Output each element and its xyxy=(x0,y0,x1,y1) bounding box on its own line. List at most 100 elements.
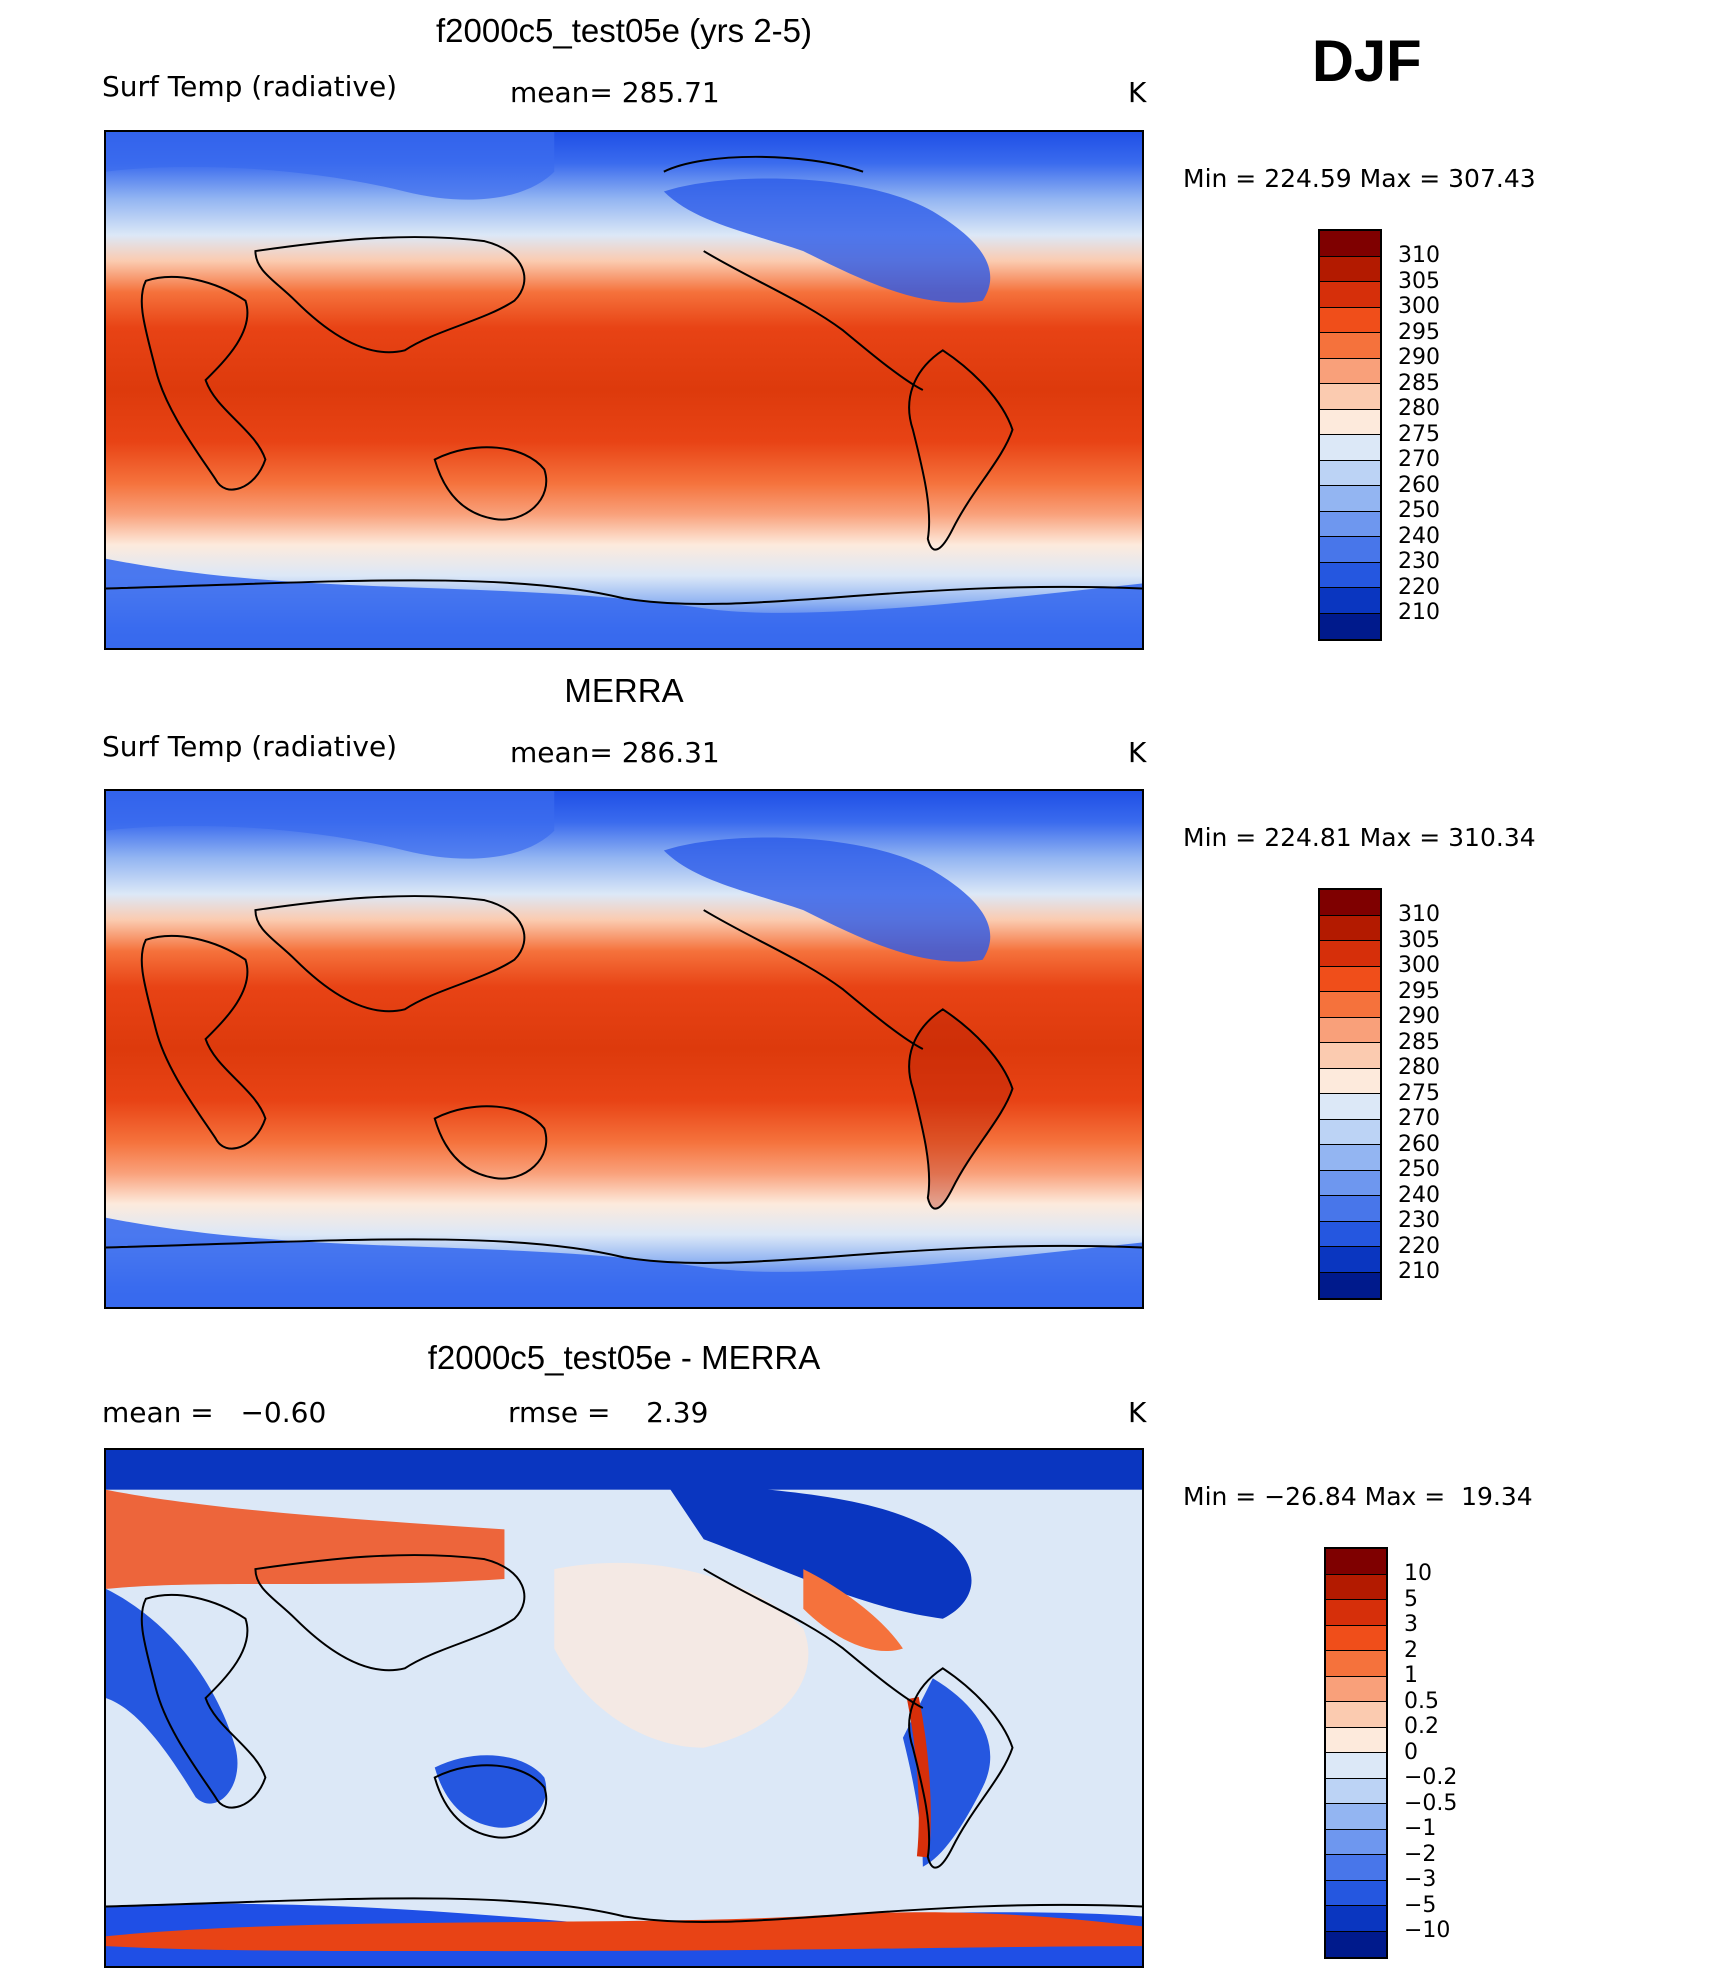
panel3-colorbar xyxy=(1324,1547,1388,1959)
colorbar-swatch xyxy=(1326,1804,1386,1830)
colorbar-tick-label: 290 xyxy=(1398,1004,1440,1029)
colorbar-swatch xyxy=(1320,511,1380,537)
colorbar-swatch xyxy=(1320,1247,1380,1273)
colorbar-swatch xyxy=(1326,1625,1386,1651)
colorbar-tick-label: 220 xyxy=(1398,574,1440,600)
colorbar-tick-label: −0.2 xyxy=(1404,1765,1458,1790)
colorbar-swatch xyxy=(1320,333,1380,359)
panel1-title: f2000c5_test05e (yrs 2-5) xyxy=(435,12,813,49)
panel3-colorbar-labels: 10 5 3 2 1 0.5 0.2 0 −0.2 −0.5 −1 −2 −3 −5 −10 xyxy=(1404,1561,1457,1944)
colorbar-swatch xyxy=(1320,588,1380,614)
colorbar-swatch xyxy=(1320,537,1380,563)
colorbar-tick-label: 10 xyxy=(1404,1561,1432,1586)
colorbar-tick-label: 305 xyxy=(1398,268,1440,294)
panel1-units-label: K xyxy=(1128,76,1147,109)
colorbar-tick-label: 210 xyxy=(1398,1259,1440,1284)
panel1-colorbar-labels: 310 305 300 295 290 285 280 275 270 260 250 240 230 2… xyxy=(1398,243,1440,626)
panel2-colorbar xyxy=(1318,888,1382,1300)
colorbar-tick-label: 0.2 xyxy=(1404,1714,1439,1739)
colorbar-tick-label: 0 xyxy=(1404,1739,1418,1765)
colorbar-swatch xyxy=(1326,1931,1386,1957)
colorbar-tick-label: 310 xyxy=(1398,902,1440,927)
colorbar-tick-label: 280 xyxy=(1398,396,1440,421)
colorbar-tick-label: 305 xyxy=(1398,927,1440,953)
colorbar-swatch xyxy=(1326,1702,1386,1728)
colorbar-swatch xyxy=(1326,1574,1386,1600)
colorbar-swatch xyxy=(1326,1753,1386,1779)
colorbar-swatch xyxy=(1320,1017,1380,1043)
colorbar-tick-label: 240 xyxy=(1398,523,1440,549)
colorbar-tick-label: 280 xyxy=(1398,1055,1440,1080)
colorbar-swatch xyxy=(1320,1043,1380,1069)
colorbar-swatch xyxy=(1320,282,1380,308)
colorbar-tick-label: 295 xyxy=(1398,978,1440,1004)
colorbar-swatch xyxy=(1320,409,1380,435)
colorbar-swatch xyxy=(1320,1145,1380,1171)
panel2-mean-label: mean= 286.31 xyxy=(510,736,720,769)
colorbar-swatch xyxy=(1320,307,1380,333)
colorbar-swatch xyxy=(1320,890,1380,916)
panel2-colorbar-labels: 310 305 300 295 290 285 280 275 270 260 250 240 230 2… xyxy=(1398,902,1440,1285)
colorbar-swatch xyxy=(1326,1727,1386,1753)
colorbar-tick-label: −3 xyxy=(1404,1867,1437,1892)
colorbar-swatch xyxy=(1326,1906,1386,1932)
colorbar-tick-label: 275 xyxy=(1398,421,1440,447)
colorbar-tick-label: 0.5 xyxy=(1404,1688,1439,1714)
colorbar-tick-label: 220 xyxy=(1398,1233,1440,1259)
colorbar-tick-label: 270 xyxy=(1398,447,1440,472)
panel2-units-label: K xyxy=(1128,736,1147,769)
season-label: DJF xyxy=(1312,29,1422,94)
colorbar-swatch xyxy=(1320,966,1380,992)
panel2-variable-label: Surf Temp (radiative) xyxy=(102,730,398,763)
colorbar-tick-label: 2 xyxy=(1404,1637,1418,1663)
colorbar-tick-label: −1 xyxy=(1404,1816,1437,1841)
panel3-difference-field xyxy=(106,1450,1142,1966)
colorbar-swatch xyxy=(1320,358,1380,384)
panel1-mean-label: mean= 285.71 xyxy=(510,76,720,109)
colorbar-swatch xyxy=(1326,1549,1386,1575)
colorbar-swatch xyxy=(1320,941,1380,967)
colorbar-swatch xyxy=(1320,1094,1380,1120)
colorbar-swatch xyxy=(1320,562,1380,588)
colorbar-swatch xyxy=(1320,1068,1380,1094)
panel1-map xyxy=(104,130,1144,650)
colorbar-swatch xyxy=(1326,1855,1386,1881)
colorbar-tick-label: −2 xyxy=(1404,1841,1437,1867)
colorbar-swatch xyxy=(1320,486,1380,512)
colorbar-tick-label: 1 xyxy=(1404,1663,1418,1688)
colorbar-swatch xyxy=(1320,460,1380,486)
colorbar-swatch xyxy=(1320,384,1380,410)
panel3-rmse-label: rmse = 2.39 xyxy=(508,1396,709,1429)
panel1-variable-label: Surf Temp (radiative) xyxy=(102,70,398,103)
colorbar-tick-label: 285 xyxy=(1398,370,1440,396)
panel2-title: MERRA xyxy=(564,672,684,709)
panel3-minmax: Min = −26.84 Max = 19.34 xyxy=(1183,1482,1533,1511)
panel1-minmax: Min = 224.59 Max = 307.43 xyxy=(1183,164,1536,193)
colorbar-swatch xyxy=(1320,256,1380,282)
colorbar-swatch xyxy=(1320,1170,1380,1196)
colorbar-swatch xyxy=(1326,1651,1386,1677)
colorbar-swatch xyxy=(1320,915,1380,941)
colorbar-tick-label: 210 xyxy=(1398,600,1440,625)
colorbar-tick-label: 230 xyxy=(1398,1208,1440,1233)
panel2-temperature-field xyxy=(106,791,1142,1307)
panel3-units-label: K xyxy=(1128,1396,1147,1429)
panel3-title: f2000c5_test05e - MERRA xyxy=(427,1339,821,1376)
colorbar-tick-label: 300 xyxy=(1398,953,1440,978)
colorbar-swatch xyxy=(1320,1119,1380,1145)
colorbar-tick-label: −5 xyxy=(1404,1892,1437,1918)
colorbar-tick-label: 270 xyxy=(1398,1106,1440,1131)
colorbar-swatch xyxy=(1326,1829,1386,1855)
colorbar-tick-label: 3 xyxy=(1404,1612,1418,1637)
colorbar-swatch xyxy=(1320,1196,1380,1222)
colorbar-swatch xyxy=(1320,231,1380,257)
colorbar-tick-label: 5 xyxy=(1404,1586,1418,1612)
colorbar-swatch xyxy=(1320,1221,1380,1247)
panel1-temperature-field xyxy=(106,132,1142,648)
colorbar-swatch xyxy=(1320,992,1380,1018)
panel2-minmax: Min = 224.81 Max = 310.34 xyxy=(1183,823,1536,852)
colorbar-tick-label: −10 xyxy=(1404,1918,1451,1943)
colorbar-tick-label: 310 xyxy=(1398,243,1440,268)
panel3-map xyxy=(104,1448,1144,1968)
colorbar-swatch xyxy=(1326,1600,1386,1626)
